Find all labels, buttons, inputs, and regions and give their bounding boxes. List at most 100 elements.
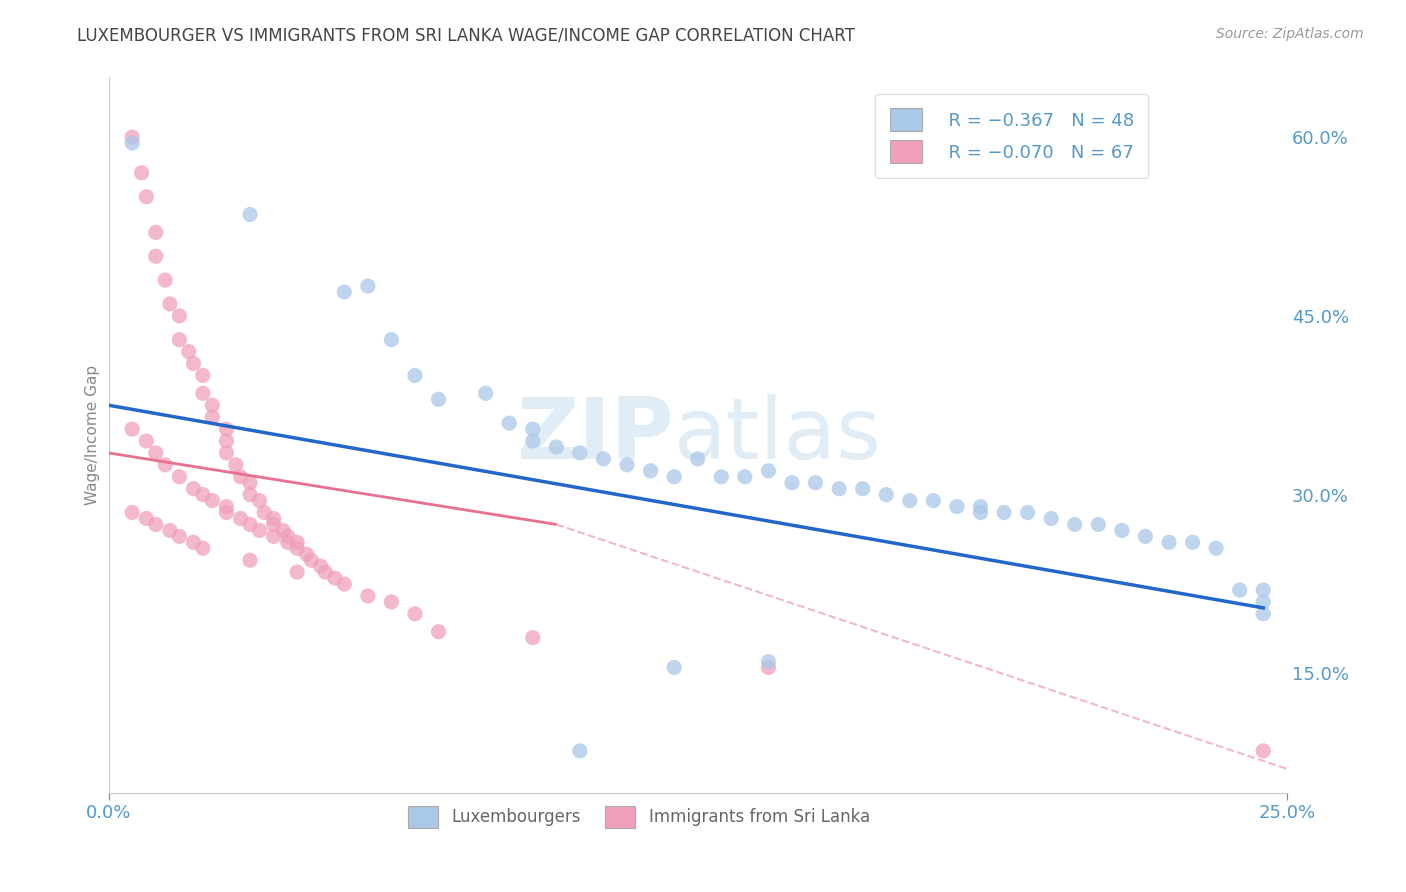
Point <box>1111 524 1133 538</box>
Point <box>734 469 756 483</box>
Point <box>263 517 285 532</box>
Point <box>1040 511 1063 525</box>
Point <box>686 451 709 466</box>
Point <box>922 493 945 508</box>
Point <box>333 285 356 299</box>
Point <box>169 529 191 543</box>
Point <box>875 488 897 502</box>
Point <box>710 469 733 483</box>
Point <box>427 392 450 407</box>
Point <box>993 506 1015 520</box>
Point <box>145 517 167 532</box>
Point <box>1063 517 1085 532</box>
Text: Source: ZipAtlas.com: Source: ZipAtlas.com <box>1216 27 1364 41</box>
Point <box>758 655 780 669</box>
Point <box>239 488 262 502</box>
Point <box>380 333 402 347</box>
Point <box>357 589 380 603</box>
Point <box>121 130 143 145</box>
Point <box>131 166 153 180</box>
Point <box>662 469 685 483</box>
Point <box>215 434 238 448</box>
Point <box>285 535 308 549</box>
Point <box>427 624 450 639</box>
Text: ZIP: ZIP <box>516 393 673 476</box>
Point <box>522 631 544 645</box>
Point <box>121 136 143 150</box>
Point <box>1251 607 1274 621</box>
Point <box>828 482 851 496</box>
Point <box>323 571 346 585</box>
Point <box>229 511 252 525</box>
Point <box>1205 541 1227 556</box>
Legend: Luxembourgers, Immigrants from Sri Lanka: Luxembourgers, Immigrants from Sri Lanka <box>401 799 877 834</box>
Point <box>201 410 224 425</box>
Point <box>295 547 318 561</box>
Point <box>546 440 568 454</box>
Point <box>522 422 544 436</box>
Point <box>616 458 638 472</box>
Point <box>1251 595 1274 609</box>
Point <box>277 529 299 543</box>
Point <box>191 541 214 556</box>
Point <box>568 446 591 460</box>
Point <box>1251 744 1274 758</box>
Point <box>1087 517 1109 532</box>
Text: atlas: atlas <box>673 393 882 476</box>
Point <box>215 422 238 436</box>
Point <box>153 273 176 287</box>
Point <box>1181 535 1204 549</box>
Point <box>177 344 200 359</box>
Point <box>285 565 308 579</box>
Point <box>249 493 271 508</box>
Point <box>404 607 426 621</box>
Point <box>183 482 205 496</box>
Point <box>592 451 614 466</box>
Point <box>946 500 969 514</box>
Point <box>969 506 991 520</box>
Point <box>333 577 356 591</box>
Point <box>239 517 262 532</box>
Point <box>271 524 294 538</box>
Point <box>852 482 875 496</box>
Point <box>153 458 176 472</box>
Point <box>662 660 685 674</box>
Point <box>498 416 520 430</box>
Point <box>780 475 803 490</box>
Point <box>135 511 157 525</box>
Point <box>277 535 299 549</box>
Point <box>201 493 224 508</box>
Point <box>169 469 191 483</box>
Point <box>191 368 214 383</box>
Point <box>263 511 285 525</box>
Point <box>1017 506 1039 520</box>
Point <box>121 422 143 436</box>
Point <box>357 279 380 293</box>
Point <box>135 434 157 448</box>
Point <box>239 207 262 221</box>
Point <box>159 297 181 311</box>
Point <box>263 529 285 543</box>
Point <box>804 475 827 490</box>
Point <box>145 446 167 460</box>
Point <box>1135 529 1157 543</box>
Point <box>249 524 271 538</box>
Point <box>898 493 921 508</box>
Point <box>159 524 181 538</box>
Point <box>225 458 247 472</box>
Point <box>380 595 402 609</box>
Point <box>1229 582 1251 597</box>
Point <box>169 333 191 347</box>
Point <box>215 506 238 520</box>
Point <box>201 398 224 412</box>
Point <box>758 464 780 478</box>
Point <box>285 541 308 556</box>
Point <box>183 535 205 549</box>
Point <box>183 357 205 371</box>
Text: LUXEMBOURGER VS IMMIGRANTS FROM SRI LANKA WAGE/INCOME GAP CORRELATION CHART: LUXEMBOURGER VS IMMIGRANTS FROM SRI LANK… <box>77 27 855 45</box>
Point <box>215 446 238 460</box>
Point <box>135 189 157 203</box>
Point <box>121 506 143 520</box>
Point <box>640 464 662 478</box>
Point <box>239 553 262 567</box>
